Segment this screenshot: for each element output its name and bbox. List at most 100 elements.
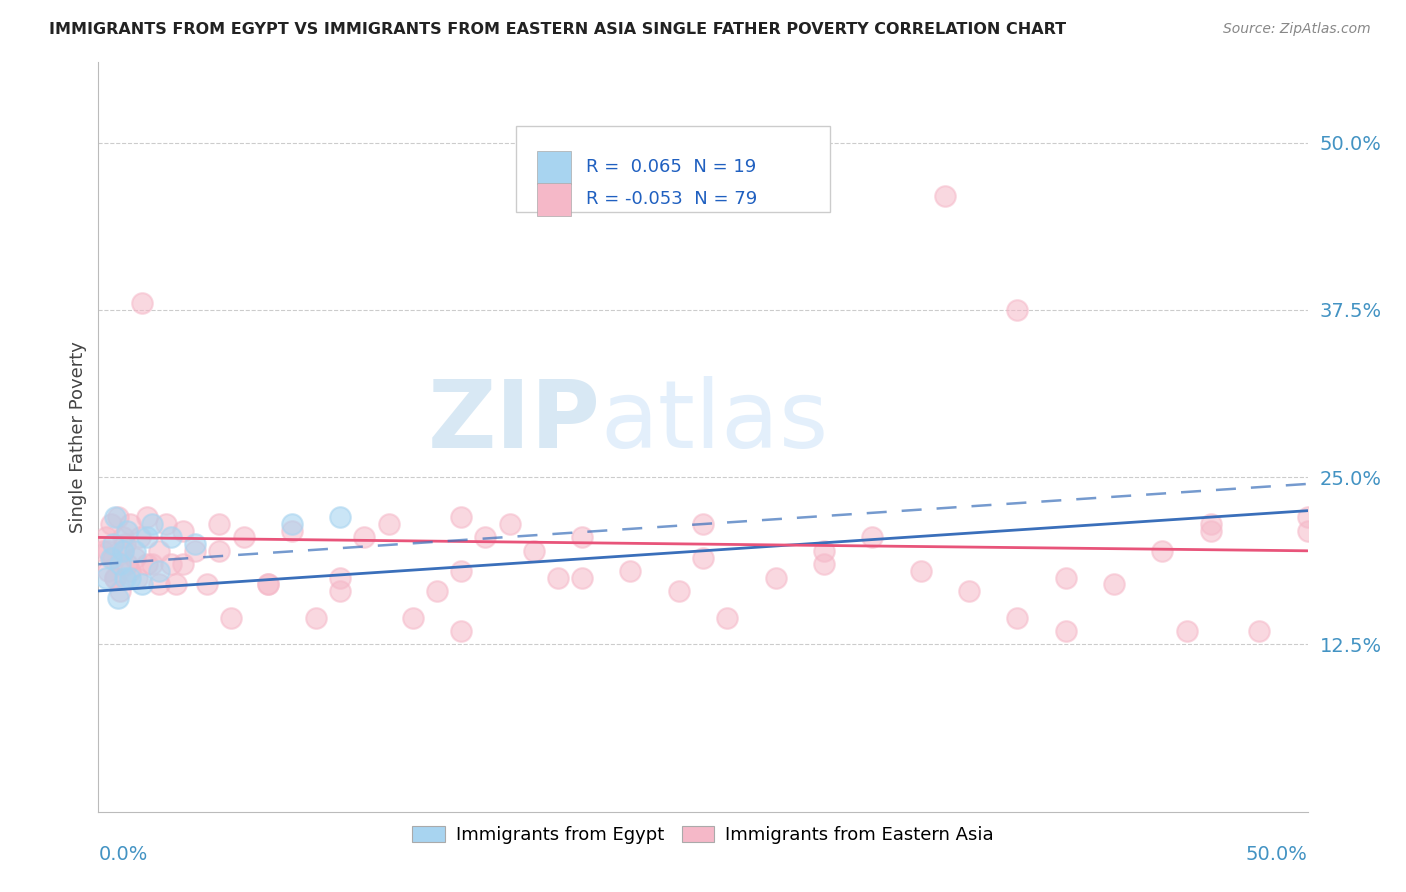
Point (329, 584, 352, 599)
Point (107, 591, 129, 605)
Point (934, 189, 956, 203)
Point (114, 571, 136, 585)
Point (111, 543, 134, 558)
Point (97, 543, 120, 558)
Point (498, 517, 520, 532)
Point (765, 571, 787, 585)
Point (160, 530, 183, 544)
Point (100, 550, 122, 565)
Point (107, 510, 129, 524)
Text: R =  0.065  N = 19: R = 0.065 N = 19 (586, 159, 756, 177)
Point (118, 564, 141, 578)
Point (141, 557, 163, 572)
Point (118, 571, 141, 585)
Point (155, 517, 177, 532)
Point (523, 543, 546, 558)
Point (184, 537, 207, 551)
Point (135, 530, 157, 544)
Point (474, 530, 496, 544)
Text: IMMIGRANTS FROM EGYPT VS IMMIGRANTS FROM EASTERN ASIA SINGLE FATHER POVERTY CORR: IMMIGRANTS FROM EGYPT VS IMMIGRANTS FROM… (49, 22, 1066, 37)
Point (111, 543, 134, 558)
FancyBboxPatch shape (516, 126, 830, 212)
Point (111, 530, 134, 544)
Point (91, 543, 114, 558)
Point (141, 517, 163, 532)
Point (148, 543, 170, 558)
Point (377, 517, 399, 532)
Text: atlas: atlas (600, 376, 828, 468)
Point (124, 543, 146, 558)
Point (1007, 611, 1029, 625)
Point (450, 564, 472, 578)
Point (716, 611, 738, 625)
Point (692, 550, 714, 565)
Point (127, 571, 149, 585)
Point (1102, 577, 1125, 591)
Point (104, 571, 127, 585)
Point (1249, 624, 1271, 639)
Point (208, 517, 231, 532)
Point (221, 611, 243, 625)
Point (256, 577, 278, 591)
Point (1054, 571, 1077, 585)
Point (813, 557, 835, 572)
Point (232, 530, 254, 544)
Point (692, 517, 714, 532)
Point (195, 577, 218, 591)
Point (117, 524, 139, 538)
Point (910, 564, 932, 578)
Point (1175, 624, 1198, 639)
Point (104, 510, 127, 524)
Point (281, 524, 304, 538)
Point (148, 577, 170, 591)
Point (668, 584, 690, 599)
Point (305, 611, 328, 625)
Point (172, 524, 194, 538)
Point (100, 517, 122, 532)
Point (135, 510, 157, 524)
Point (1007, 303, 1029, 318)
Point (165, 577, 187, 591)
Point (131, 577, 153, 591)
Point (281, 517, 304, 532)
Point (97, 564, 120, 578)
Point (94, 571, 117, 585)
Point (148, 564, 170, 578)
Point (172, 557, 194, 572)
FancyBboxPatch shape (537, 151, 571, 185)
Point (329, 510, 352, 524)
Point (208, 543, 231, 558)
Point (619, 564, 641, 578)
Point (329, 571, 352, 585)
Text: 0.0%: 0.0% (98, 846, 148, 864)
Text: ZIP: ZIP (427, 376, 600, 468)
FancyBboxPatch shape (537, 183, 571, 216)
Point (160, 557, 183, 572)
Point (1199, 524, 1222, 538)
Point (402, 611, 425, 625)
Point (184, 543, 207, 558)
Point (1296, 524, 1319, 538)
Point (117, 557, 139, 572)
Point (124, 550, 146, 565)
Point (256, 577, 278, 591)
Point (547, 571, 569, 585)
Point (135, 557, 157, 572)
Point (108, 584, 131, 599)
Point (571, 571, 593, 585)
Point (1199, 517, 1222, 532)
Point (353, 530, 375, 544)
Point (131, 296, 153, 310)
Point (450, 510, 472, 524)
Point (860, 530, 883, 544)
Text: Source: ZipAtlas.com: Source: ZipAtlas.com (1223, 22, 1371, 37)
Point (1152, 543, 1174, 558)
Point (571, 530, 593, 544)
Point (1054, 624, 1077, 639)
Point (128, 530, 150, 544)
Point (94, 530, 117, 544)
Point (101, 537, 124, 551)
Point (118, 517, 141, 532)
Point (1296, 510, 1319, 524)
Point (450, 624, 472, 639)
